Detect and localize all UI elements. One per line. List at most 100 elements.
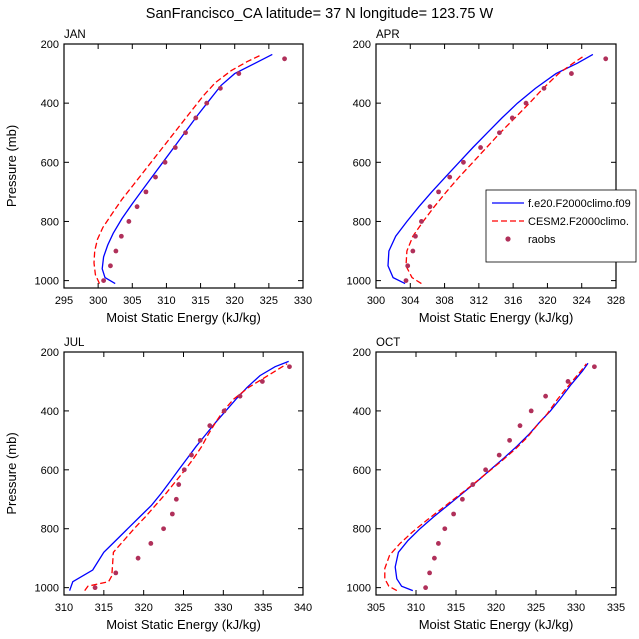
raobs-point	[528, 408, 534, 414]
raobs-point	[148, 541, 154, 546]
x-tick-label: 340	[294, 602, 312, 614]
raobs-point	[162, 159, 168, 165]
y-tick-label: 800	[353, 524, 371, 536]
x-tick-label: 304	[401, 295, 419, 307]
raobs-point	[405, 263, 411, 269]
legend-box	[485, 189, 637, 263]
y-tick-label: 1000	[347, 276, 371, 288]
raobs-point	[259, 379, 265, 384]
raobs-point	[509, 115, 515, 121]
raobs-point	[410, 248, 416, 254]
y-tick-label: 200	[353, 347, 371, 359]
raobs-point	[413, 233, 418, 239]
cesm2-line	[84, 363, 288, 591]
raobs-point	[432, 555, 437, 561]
panel-title: APR	[376, 29, 400, 41]
raobs-point	[126, 219, 132, 224]
x-tick-label: 324	[573, 295, 591, 307]
raobs-point	[221, 408, 227, 414]
x-tick-label: 320	[538, 295, 556, 307]
raobs-point	[541, 85, 547, 91]
f-e20-line	[387, 53, 594, 285]
raobs-point	[118, 233, 124, 239]
raobs-point	[423, 585, 428, 591]
raobs-point	[460, 496, 465, 502]
panel-title: OCT	[376, 337, 400, 349]
panel-apr: 300 304 308 312 316 320 324 328 200 400 600 800 1000…	[347, 29, 626, 325]
plot-frame	[63, 43, 304, 289]
f-e20-line	[101, 53, 273, 285]
x-tick-label: 310	[157, 295, 175, 307]
plot-frame	[63, 351, 304, 596]
raobs-point	[204, 100, 210, 106]
x-tick-label: 310	[55, 602, 73, 614]
raobs-point	[217, 85, 223, 91]
raobs-point	[287, 364, 292, 370]
x-tick-label: 315	[95, 602, 113, 614]
x-axis-title: Moist Static Energy (kJ/kg)	[419, 617, 574, 632]
raobs-point	[207, 423, 213, 429]
y-tick-label: 400	[41, 98, 59, 110]
y-tick-label: 600	[41, 157, 59, 169]
raobs-point	[197, 437, 203, 443]
x-tick-label: 312	[470, 295, 488, 307]
raobs-point	[193, 115, 199, 121]
x-tick-label: 300	[89, 295, 107, 307]
legend-label: CESM2.F2000climo.	[528, 216, 629, 228]
cesm2-line	[93, 54, 261, 284]
raobs-point	[189, 452, 194, 458]
main-title: SanFrancisco_CA latitude= 37 N longitude…	[146, 6, 494, 22]
raobs-point	[113, 248, 119, 254]
raobs-point	[565, 379, 571, 384]
raobs-point	[478, 145, 483, 150]
raobs-point	[236, 71, 242, 76]
raobs-point	[427, 204, 433, 210]
x-tick-label: 315	[191, 295, 209, 307]
f-e20-line	[68, 360, 289, 591]
x-tick-label: 305	[123, 295, 141, 307]
raobs-point	[451, 511, 456, 517]
panels: 295 300 305 310 315 320 325 330 200 400 600 800 1000…	[4, 29, 625, 632]
y-tick-label: 600	[353, 465, 371, 477]
plot-frame	[375, 43, 617, 289]
raobs-point	[507, 437, 512, 443]
y-tick-label: 1000	[35, 583, 59, 595]
x-axis-title: Moist Static Energy (kJ/kg)	[106, 310, 261, 325]
x-tick-label: 315	[447, 602, 465, 614]
raobs-point	[461, 159, 466, 165]
x-tick-label: 328	[607, 295, 625, 307]
y-tick-label: 600	[41, 465, 59, 477]
panel-oct: 305 310 315 320 325 330 335 200 400 600 800 1000 OCT…	[347, 337, 626, 632]
y-tick-label: 600	[353, 157, 371, 169]
raobs-point	[427, 570, 432, 576]
raobs-point	[101, 278, 107, 284]
legend-label: raobs	[528, 234, 556, 246]
y-tick-label: 400	[353, 406, 371, 418]
raobs-point	[169, 511, 175, 517]
y-axis-title: Pressure (mb)	[4, 125, 19, 207]
cesm2-line	[405, 54, 586, 285]
legend: f.e20.F2000climo.f09 CESM2.F2000climo. rao…	[485, 189, 637, 263]
x-tick-label: 330	[294, 295, 312, 307]
x-tick-label: 320	[226, 295, 244, 307]
panel-title: JUL	[64, 337, 85, 349]
raobs-point	[172, 145, 178, 150]
y-tick-label: 200	[41, 39, 59, 51]
panel-jan: 295 300 305 310 315 320 325 330 200 400 600 800 1000…	[4, 29, 312, 325]
x-tick-label: 325	[527, 602, 545, 614]
raobs-point	[143, 189, 149, 195]
x-tick-label: 325	[174, 602, 192, 614]
x-tick-label: 335	[254, 602, 272, 614]
legend-label: f.e20.F2000climo.f09	[528, 198, 631, 210]
raobs-point	[592, 364, 597, 370]
y-tick-label: 800	[41, 524, 59, 536]
raobs-point	[470, 482, 476, 487]
raobs-point	[436, 189, 441, 195]
x-tick-label: 320	[487, 602, 505, 614]
raobs-point	[161, 526, 166, 532]
raobs-point	[237, 393, 243, 399]
y-axis-title: Pressure (mb)	[4, 432, 19, 514]
panel-jul: 310 315 320 325 330 335 340 200 400 600 800 1000 JUL…	[4, 337, 312, 632]
raobs-point	[483, 467, 488, 473]
